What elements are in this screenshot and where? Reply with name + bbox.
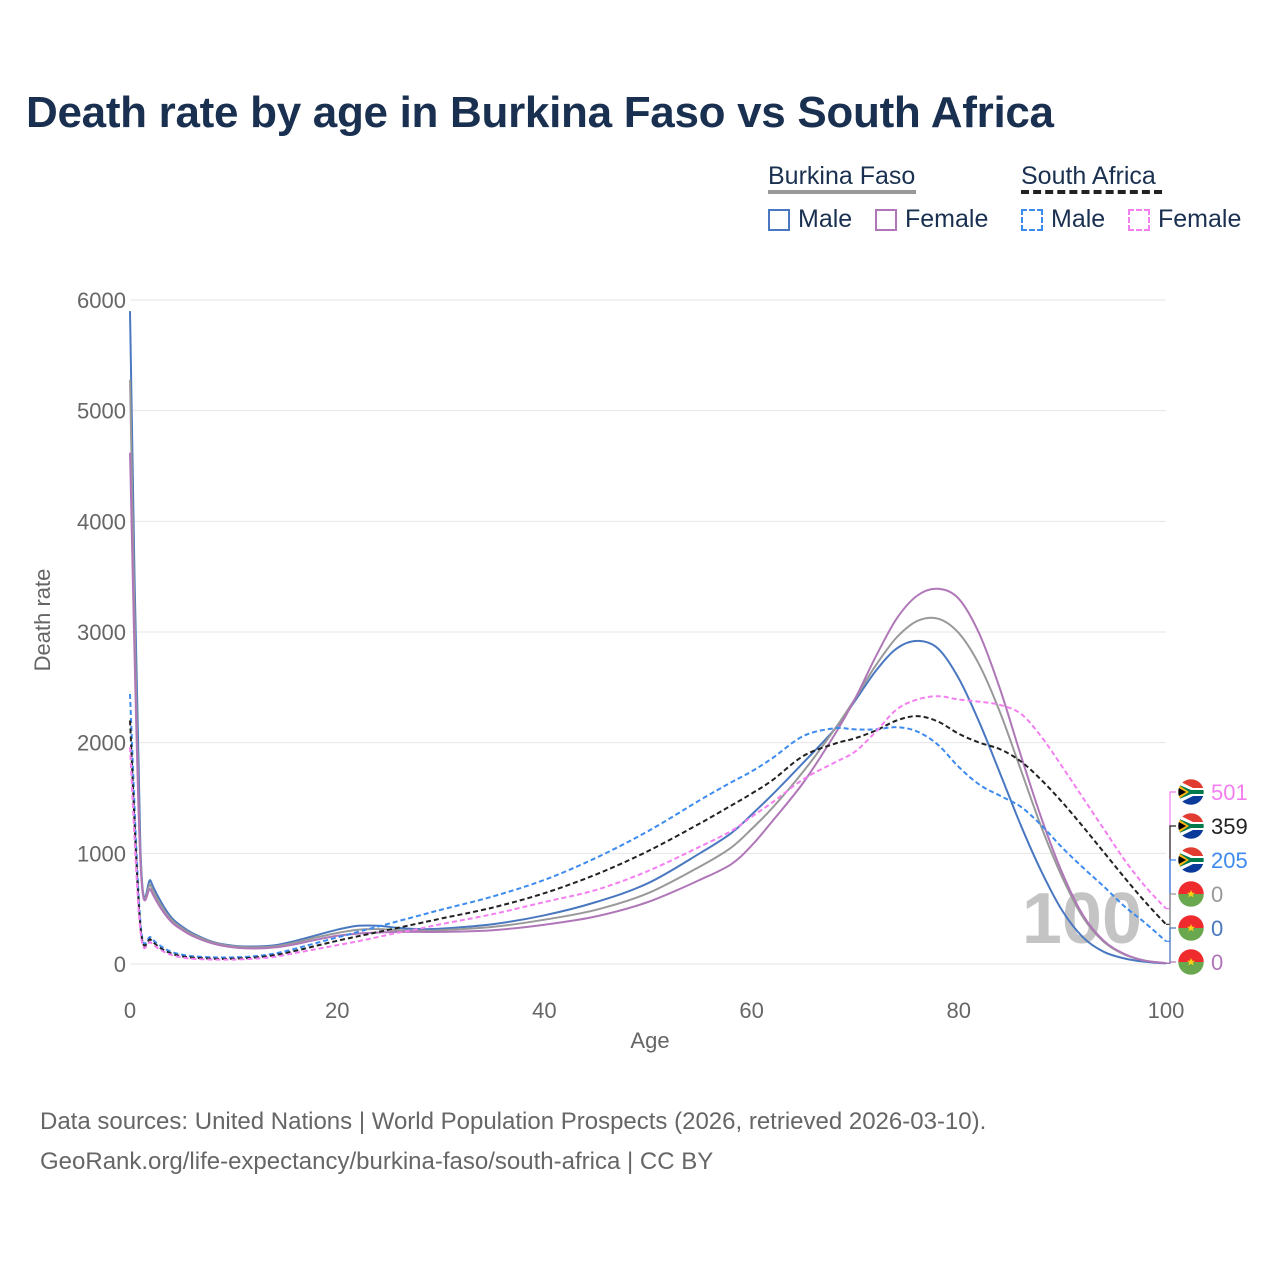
legend-line-burkina-faso [768,190,916,194]
flag-icon-burkina-faso [1177,880,1205,908]
y-tick-label: 6000 [77,288,126,313]
x-tick-label: 100 [1148,998,1185,1023]
series-line-south-africa-male[interactable] [129,693,1167,959]
y-tick-label: 5000 [77,399,126,424]
legend-item-burkina-faso-female[interactable]: Female [875,205,988,234]
end-value-label: 501 [1211,780,1248,805]
footer-link[interactable]: GeoRank.org/life-expectancy/burkina-faso… [40,1148,714,1175]
legend-label-burkina-faso-male: Male [798,205,853,233]
legend-swatch-burkina-faso-female [875,208,897,231]
end-value-label: 0 [1211,916,1223,941]
end-connector [1166,825,1176,925]
end-connector [1166,859,1176,942]
series-line-burkina-faso-male[interactable] [129,311,1167,965]
legend-item-south-africa-male[interactable]: Male [1021,205,1105,234]
end-markers: 501 359 205 0 0 0 [1166,778,1248,976]
x-axis-label: Age [630,1028,669,1053]
legend-swatch-south-africa-female [1128,208,1150,231]
legend-group-burkina-faso[interactable]: Burkina Faso [768,162,916,190]
y-tick-label: 0 [114,952,126,977]
x-tick-label: 60 [739,998,763,1023]
x-tick-label: 80 [947,998,971,1023]
watermark-year: 100 [1022,879,1142,959]
end-value-label: 0 [1211,950,1223,975]
legend-label-burkina-faso-female: Female [905,205,989,233]
legend-swatch-south-africa-male [1021,208,1043,231]
series-lines [129,311,1167,965]
legend-label-south-africa-female: Female [1158,205,1242,233]
y-tick-label: 3000 [77,620,126,645]
flag-icon-south-africa [1177,846,1205,874]
flag-icon-south-africa [1177,812,1205,840]
end-value-label: 205 [1211,848,1248,873]
end-value-label: 0 [1211,882,1223,907]
series-line-south-africa-both[interactable] [129,715,1167,960]
y-tick-label: 2000 [77,731,126,756]
series-line-burkina-faso-both[interactable] [129,379,1167,965]
legend-line-south-africa [1021,190,1162,194]
x-tick-label: 0 [124,998,136,1023]
x-tick-label: 40 [532,998,556,1023]
flag-icon-burkina-faso [1177,914,1205,942]
legend-item-burkina-faso-male[interactable]: Male [768,205,852,234]
end-value-label: 359 [1211,814,1248,839]
footer-sources: Data sources: United Nations | World Pop… [40,1108,987,1135]
flag-icon-south-africa [1177,778,1205,806]
end-connector [1166,791,1176,910]
y-tick-label: 1000 [77,841,126,866]
series-line-burkina-faso-female[interactable] [129,452,1167,965]
legend-label-south-africa-male: Male [1051,205,1106,233]
chart-title: Death rate by age in Burkina Faso vs Sou… [26,88,1054,137]
grid [130,299,1166,965]
legend-swatch-burkina-faso-male [768,208,790,231]
end-connector [1166,927,1176,964]
legend-item-south-africa-female[interactable]: Female [1128,205,1241,234]
y-axis-label: Death rate [30,569,55,672]
y-tick-label: 4000 [77,509,126,534]
legend-group-south-africa[interactable]: South Africa [1021,162,1156,190]
x-tick-label: 20 [325,998,349,1023]
end-connector [1166,961,1176,964]
flag-icon-burkina-faso [1177,948,1205,976]
axes: 0 1000 2000 3000 4000 5000 6000 0 20 40 60 80 100 [77,288,1184,1023]
series-line-south-africa-female[interactable] [129,695,1167,961]
